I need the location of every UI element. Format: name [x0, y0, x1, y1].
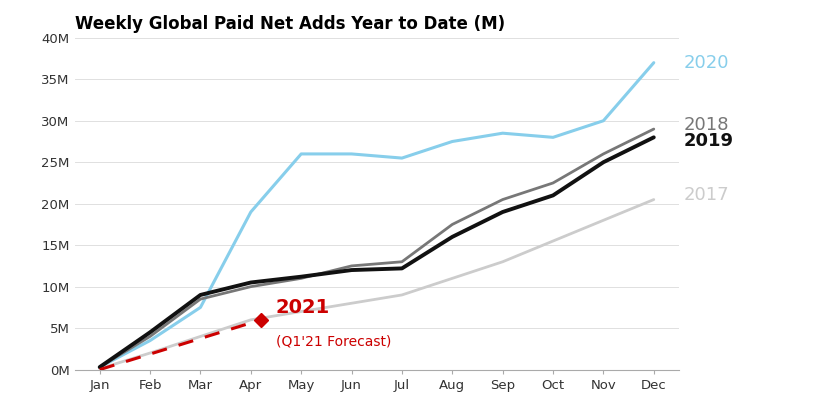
Text: 2021: 2021 [275, 298, 330, 318]
Text: 2020: 2020 [683, 54, 729, 72]
Text: (Q1'21 Forecast): (Q1'21 Forecast) [275, 335, 391, 349]
Text: Weekly Global Paid Net Adds Year to Date (M): Weekly Global Paid Net Adds Year to Date… [74, 16, 504, 34]
Text: 2019: 2019 [683, 132, 733, 150]
Text: 2018: 2018 [683, 116, 729, 134]
Text: 2017: 2017 [683, 186, 729, 205]
